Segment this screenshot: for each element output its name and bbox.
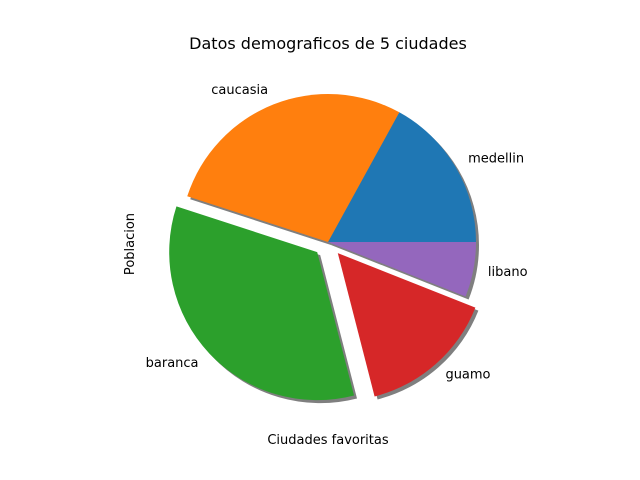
pie-slices — [169, 94, 476, 401]
slice-label-guamo: guamo — [445, 368, 490, 383]
slice-label-caucasia: caucasia — [211, 83, 268, 98]
slice-label-baranca: baranca — [146, 356, 199, 371]
y-axis-label: Poblacion — [123, 213, 138, 275]
slice-labels: medellin caucasia baranca guamo libano — [146, 83, 528, 383]
chart-title: Datos demograficos de 5 ciudades — [189, 34, 467, 53]
pie-slice-libano — [328, 242, 476, 297]
pie-slice-caucasia — [187, 94, 400, 242]
pie-slice-guamo — [337, 253, 476, 397]
pie-slice-medellin — [328, 112, 476, 242]
slice-label-libano: libano — [488, 265, 528, 280]
x-axis-label: Ciudades favoritas — [267, 433, 389, 448]
slice-label-medellin: medellin — [468, 152, 524, 167]
pie-slice-baranca — [169, 206, 355, 401]
